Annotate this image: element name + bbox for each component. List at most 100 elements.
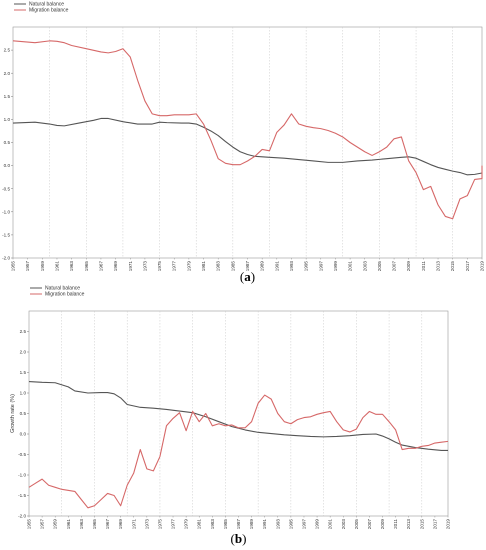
legend-label-natural-balance: Natural balance [29,2,64,8]
x-tick-label: 1983 [216,261,221,272]
x-tick-label: 1985 [223,519,228,530]
x-tick-label: 2003 [362,261,367,272]
y-tick-label: 0.0 [20,432,27,437]
x-tick-label: 1989 [260,261,265,272]
x-tick-label: 2013 [406,519,411,530]
plot-area [12,26,483,259]
y-tick-label: 2.0 [4,71,11,76]
series-line-natural-balance [28,380,448,451]
x-tick-label: 1955 [11,261,16,272]
x-tick-label: 1967 [105,519,110,530]
y-tick-label: -0.5 [18,452,26,457]
y-tick-label: -1.5 [18,493,26,498]
x-tick-label: 1983 [210,519,215,530]
x-tick-label: 1989 [249,519,254,530]
y-tick-label: -2.0 [2,256,10,261]
x-tick-label: 2017 [465,261,470,272]
x-tick-label: 1987 [245,261,250,272]
x-tick-label: 1959 [53,519,58,530]
x-tick-label: 1957 [40,519,45,530]
x-tick-label: 1973 [144,519,149,530]
y-tick-label: 1.0 [20,391,27,396]
x-tick-label: 1979 [184,519,189,530]
x-tick-label: 1959 [40,261,45,272]
y-axis-label: Growth rate (%) [10,394,16,433]
panel-label: (b) [231,531,247,546]
x-tick-label: 2007 [367,519,372,530]
x-tick-label: 1969 [118,519,123,530]
x-tick-label: 2001 [328,519,333,530]
series-line-natural-balance [12,117,483,176]
x-tick-label: 1987 [236,519,241,530]
x-tick-label: 1999 [333,261,338,272]
x-tick-label: 2013 [436,261,441,272]
x-tick-label: 2007 [392,261,397,272]
x-tick-label: 2009 [380,519,385,530]
y-tick-label: -2.0 [18,514,26,519]
y-tick-label: 2.5 [4,48,11,53]
x-tick-label: 1975 [157,519,162,530]
x-tick-label: 1957 [25,261,30,272]
x-tick-label: 1963 [69,261,74,272]
x-tick-label: 1955 [27,519,32,530]
x-tick-label: 2011 [393,519,398,529]
x-tick-label: 2005 [354,519,359,530]
y-tick-label: -1.0 [2,209,10,214]
x-tick-label: 1977 [172,261,177,272]
y-tick-label: 1.5 [20,370,27,375]
x-tick-label: 2015 [450,261,455,272]
legend-label-natural-balance: Natural balance [45,286,80,292]
x-tick-label: 1991 [262,519,267,530]
series-line-migration-balance [28,394,449,509]
x-tick-label: 1993 [275,519,280,530]
y-tick-label: 1.0 [4,117,11,122]
x-tick-label: 1961 [54,261,59,272]
x-tick-label: 1995 [288,519,293,530]
x-tick-label: 1961 [66,519,71,530]
x-tick-label: 2015 [419,519,424,530]
x-tick-label: 1971 [131,519,136,530]
x-tick-label: 1965 [84,261,89,272]
x-tick-label: 1971 [128,261,133,272]
x-tick-label: 1999 [315,519,320,530]
x-tick-label: 2019 [480,261,485,272]
x-tick-label: 2011 [421,261,426,271]
x-tick-label: 2003 [341,519,346,530]
x-tick-label: 2005 [377,261,382,272]
x-tick-label: 1979 [186,261,191,272]
y-tick-label: 2.5 [20,329,27,334]
x-tick-label: 1977 [171,519,176,530]
x-tick-label: 1981 [201,261,206,272]
chart-panel-a: -2.0-1.5-1.0-0.50.00.51.01.52.02.5Growth… [2,2,485,284]
x-tick-label: 1963 [79,519,84,530]
chart-panel-b: -2.0 -1.5 -1.0 -0.5 0.0 0.5 1.0 1.5 2.0 2.5 Growth… [10,286,451,546]
y-tick-label: -1.5 [2,233,10,238]
x-tick-label: 2001 [348,261,353,272]
x-tick-label: 1967 [98,261,103,272]
x-tick-label: 1969 [113,261,118,272]
x-tick-label: 2019 [446,519,451,530]
panel-label: (a) [240,269,255,284]
plot-area [28,310,449,517]
x-tick-label: 1993 [289,261,294,272]
y-tick-label: 1.5 [4,94,11,99]
x-tick-label: 1985 [230,261,235,272]
x-tick-label: 1965 [92,519,97,530]
x-tick-label: 1995 [304,261,309,272]
x-tick-label: 2009 [406,261,411,272]
x-tick-label: 1997 [301,519,306,530]
y-tick-label: 2.0 [20,350,27,355]
legend-label-migration-balance: Migration balance [45,292,85,298]
x-tick-label: 2017 [432,519,437,530]
y-tick-label: 0.0 [4,163,11,168]
y-tick-label: -0.5 [2,186,10,191]
legend-label-migration-balance: Migration balance [29,8,69,14]
x-tick-label: 1991 [274,261,279,272]
x-tick-label: 1997 [318,261,323,272]
y-tick-label: 0.5 [20,411,27,416]
series-line-migration-balance [12,40,483,220]
x-tick-label: 1973 [142,261,147,272]
y-tick-label: -1.0 [18,473,26,478]
y-tick-label: 0.5 [4,140,11,145]
